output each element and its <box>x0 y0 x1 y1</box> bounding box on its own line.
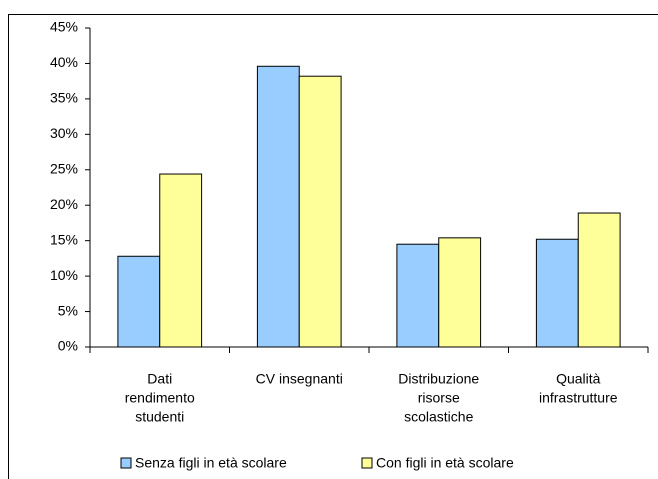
bar <box>438 237 482 348</box>
y-tick-label: 10% <box>50 267 78 283</box>
bar <box>256 65 300 348</box>
x-tick-label: Distribuzione <box>398 371 479 387</box>
legend-label: Con figli in età scolare <box>376 455 514 471</box>
x-tick-label: Qualità <box>556 371 601 387</box>
chart-frame <box>8 14 658 479</box>
legend-swatch <box>361 457 373 469</box>
y-tick-label: 25% <box>50 160 78 176</box>
y-tick-label: 40% <box>50 54 78 70</box>
y-tick-label: 35% <box>50 90 78 106</box>
bar <box>159 173 203 348</box>
x-tick-label: infrastrutture <box>539 390 618 406</box>
x-tick-label: CV insegnanti <box>256 371 343 387</box>
bar <box>396 243 440 348</box>
x-tick-label: studenti <box>135 409 184 425</box>
bar <box>535 238 579 348</box>
x-tick-label: scolastiche <box>404 409 473 425</box>
y-tick-label: 5% <box>58 302 78 318</box>
bar <box>298 75 342 348</box>
y-tick-label: 15% <box>50 231 78 247</box>
y-tick-label: 30% <box>50 125 78 141</box>
y-tick-label: 20% <box>50 196 78 212</box>
legend-swatch <box>120 457 132 469</box>
bar <box>117 255 161 348</box>
x-tick-label: rendimento <box>125 390 195 406</box>
y-tick-label: 0% <box>58 338 78 354</box>
x-tick-label: Dati <box>147 371 172 387</box>
legend-label: Senza figli in età scolare <box>135 455 287 471</box>
y-tick-label: 45% <box>50 19 78 35</box>
bar <box>577 212 621 348</box>
x-tick-label: risorse <box>418 390 460 406</box>
